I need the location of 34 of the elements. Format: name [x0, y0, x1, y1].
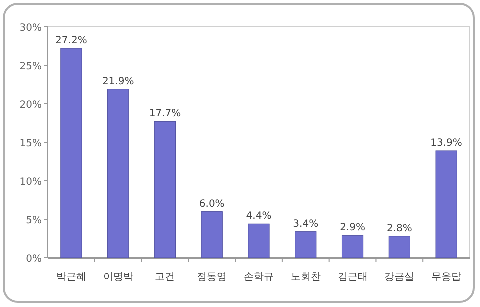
data-label: 6.0%	[199, 198, 225, 210]
x-tick-label: 김근태	[338, 272, 368, 283]
x-tick-label: 노회찬	[290, 272, 321, 283]
y-tick-label: 0%	[26, 254, 42, 265]
data-label: 13.9%	[430, 138, 462, 149]
x-tick-label: 고건	[155, 272, 176, 283]
x-tick-label: 박근혜	[56, 272, 86, 283]
bar	[248, 224, 270, 258]
bar	[295, 232, 317, 258]
x-tick-label: 손학규	[244, 272, 274, 283]
x-tick-label: 강금실	[384, 272, 415, 283]
data-label: 3.4%	[293, 218, 319, 230]
x-tick-label: 무응답	[432, 272, 462, 283]
data-label: 27.2%	[56, 36, 88, 47]
bar	[436, 150, 458, 258]
y-tick-label: 25%	[20, 62, 42, 72]
y-tick-label: 5%	[26, 216, 42, 226]
y-tick-label: 10%	[20, 177, 42, 188]
data-label: 2.8%	[386, 223, 412, 234]
data-label: 2.9%	[340, 222, 366, 234]
data-label: 17.7%	[149, 108, 182, 120]
y-tick-label: 30%	[20, 23, 42, 34]
bar	[154, 121, 176, 258]
y-tick-label: 15%	[20, 138, 42, 150]
x-tick-label: 이명박	[103, 272, 134, 283]
bar	[342, 235, 364, 258]
bar	[201, 212, 223, 258]
bar	[108, 89, 130, 258]
bar	[60, 48, 82, 258]
data-label: 4.4%	[246, 211, 272, 222]
x-tick-label: 정동영	[197, 272, 228, 283]
y-tick-label: 20%	[20, 100, 42, 111]
data-label: 21.9%	[102, 76, 134, 88]
bar	[388, 236, 410, 258]
